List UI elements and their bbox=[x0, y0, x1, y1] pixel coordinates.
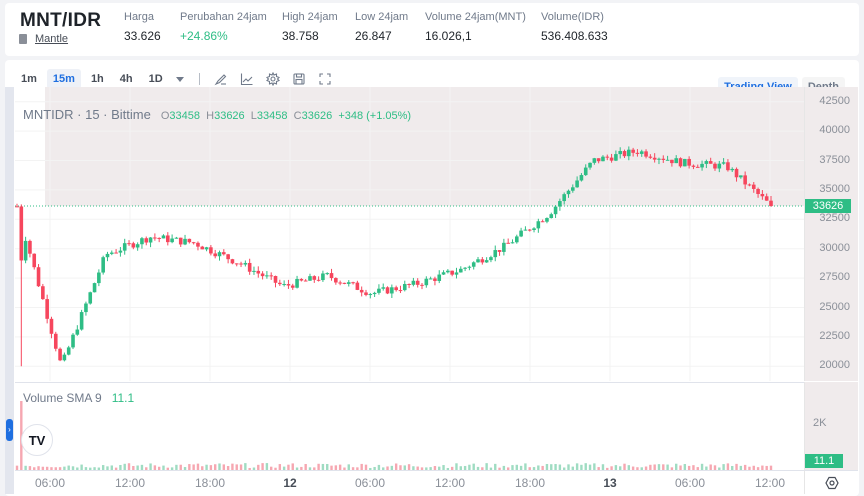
stat-value: 16.026,1 bbox=[425, 29, 472, 43]
market-header: MNT/IDR Mantle Harga 33.626 Perubahan 24ja… bbox=[5, 3, 859, 56]
stat-1: Perubahan 24jam +24.86% bbox=[180, 11, 267, 43]
price-tick: 25000 bbox=[819, 300, 850, 313]
stat-5: Volume(IDR) 536.408.633 bbox=[541, 11, 608, 43]
toolbar-divider bbox=[198, 73, 200, 85]
price-tick: 40000 bbox=[819, 124, 850, 137]
timeframe-15m[interactable]: 15m bbox=[46, 69, 81, 89]
drawing-pen-icon[interactable] bbox=[214, 72, 228, 86]
time-tick: 12:00 bbox=[114, 476, 146, 490]
stat-label: Low 24jam bbox=[355, 11, 409, 23]
volume-pane: Volume SMA 9 11.1 bbox=[15, 382, 804, 471]
change-value: +348 (+1.05%) bbox=[338, 110, 412, 122]
price-chart[interactable] bbox=[15, 87, 804, 381]
time-axis[interactable]: 06:00 12:00 18:00 12 06:00 12:00 18:00 13 06:00 1… bbox=[15, 470, 804, 494]
time-tick: 18:00 bbox=[514, 476, 546, 490]
ohlc-values: O33458 H33626 L33458 C33626 +348 (+1.05%… bbox=[160, 110, 412, 122]
expand-sidebar-button[interactable]: › bbox=[6, 419, 13, 441]
dropdown-icon[interactable] bbox=[173, 72, 187, 86]
book-icon bbox=[19, 34, 27, 44]
chart-settings-button[interactable] bbox=[804, 470, 858, 494]
stat-value: 536.408.633 bbox=[541, 29, 608, 43]
time-tick: 18:00 bbox=[194, 476, 226, 490]
price-axis[interactable]: 42500 40000 37500 35000 32500 30000 27500 25000… bbox=[804, 87, 858, 381]
stat-value: 38.758 bbox=[282, 29, 319, 43]
stat-3: Low 24jam 26.847 bbox=[355, 11, 408, 43]
stat-4: Volume 24jam(MNT) 16.026,1 bbox=[425, 11, 526, 43]
price-tick: 32500 bbox=[819, 212, 850, 225]
stat-2: High 24jam 38.758 bbox=[282, 11, 338, 43]
time-tick: 12:00 bbox=[754, 476, 786, 490]
price-tick: 42500 bbox=[819, 94, 850, 107]
asset-link-label[interactable]: Mantle bbox=[35, 33, 69, 45]
stat-label: High 24jam bbox=[282, 11, 338, 23]
indicator-chart-icon[interactable] bbox=[240, 72, 254, 86]
time-tick: 12:00 bbox=[434, 476, 466, 490]
volume-axis-tick: 2K bbox=[813, 417, 827, 429]
symbol-label: MNTIDR · 15 · Bittime bbox=[23, 107, 151, 122]
time-tick: 13 bbox=[603, 476, 617, 490]
timeframe-1D[interactable]: 1D bbox=[148, 73, 163, 85]
volume-legend: Volume SMA 9 11.1 bbox=[23, 391, 135, 405]
price-tick: 37500 bbox=[819, 153, 850, 166]
timeframe-4h[interactable]: 4h bbox=[119, 73, 133, 85]
tradingview-logo[interactable]: TV bbox=[21, 424, 53, 456]
stat-label: Perubahan 24jam bbox=[180, 11, 267, 23]
volume-axis[interactable]: 2K 11.1 bbox=[804, 382, 858, 470]
settings-gear-icon[interactable] bbox=[265, 72, 280, 86]
current-price-tag: 33626 bbox=[805, 199, 851, 214]
timeframe-1m[interactable]: 1m bbox=[21, 73, 37, 85]
asset-link[interactable]: Mantle bbox=[19, 33, 69, 45]
volume-current-tag: 11.1 bbox=[805, 454, 843, 468]
stat-value: 33.626 bbox=[124, 29, 161, 43]
price-tick: 20000 bbox=[819, 359, 850, 372]
timeframe-1h[interactable]: 1h bbox=[90, 73, 104, 85]
fullscreen-icon[interactable] bbox=[318, 72, 332, 86]
stat-label: Harga bbox=[124, 11, 154, 23]
price-tick: 22500 bbox=[819, 329, 850, 342]
time-tick: 06:00 bbox=[354, 476, 386, 490]
stat-value: 26.847 bbox=[355, 29, 392, 43]
settings-hex-icon bbox=[824, 476, 839, 489]
price-tick: 27500 bbox=[819, 271, 850, 284]
time-tick: 12 bbox=[283, 476, 297, 490]
left-sidebar-strip bbox=[5, 87, 14, 494]
stat-label: Volume(IDR) bbox=[541, 11, 604, 23]
price-tick: 35000 bbox=[819, 182, 850, 195]
stat-value: +24.86% bbox=[180, 29, 228, 43]
price-tick: 30000 bbox=[819, 241, 850, 254]
stat-0: Harga 33.626 bbox=[124, 11, 161, 43]
time-tick: 06:00 bbox=[34, 476, 66, 490]
pair-title: MNT/IDR bbox=[20, 10, 102, 31]
time-tick: 06:00 bbox=[674, 476, 706, 490]
chart-legend: MNTIDR · 15 · Bittime O33458 H33626 L334… bbox=[23, 107, 411, 122]
stat-label: Volume 24jam(MNT) bbox=[425, 11, 526, 23]
save-icon[interactable] bbox=[292, 72, 306, 86]
